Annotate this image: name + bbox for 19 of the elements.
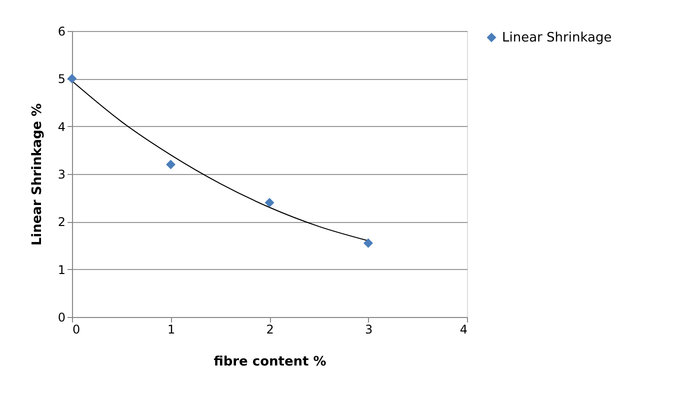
point	[264, 198, 274, 208]
x-tick-label: 2	[266, 322, 274, 336]
y-tick-label: 6	[58, 24, 66, 38]
x-tick-label: 3	[364, 322, 373, 336]
x-tick-label: 1	[167, 322, 176, 336]
y-tick-label: 5	[58, 72, 66, 86]
point	[166, 160, 176, 170]
y-tick-label: 0	[58, 310, 66, 324]
x-tick-label: 4	[460, 322, 468, 336]
y-tick-label: 3	[58, 168, 66, 182]
x-tick-label: 0	[72, 322, 80, 336]
y-tick-label: 4	[58, 120, 66, 134]
y-tick-label: 1	[58, 262, 66, 277]
y-tick-label: 2	[58, 215, 66, 230]
x-axis-title: fibre content %	[214, 354, 326, 370]
legend-label: Linear Shrinkage	[502, 30, 612, 46]
point	[364, 238, 373, 248]
point	[67, 74, 77, 84]
y-axis-title: Linear Shrinkage %	[30, 103, 45, 246]
